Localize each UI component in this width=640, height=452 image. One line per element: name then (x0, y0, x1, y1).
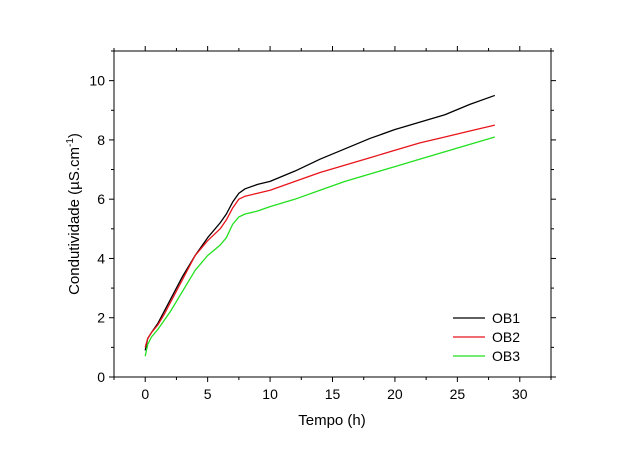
y-tick-label: 0 (97, 369, 105, 385)
y-axis-title-mu: µ (66, 181, 83, 190)
x-tick-label: 5 (204, 386, 212, 402)
legend: OB1 OB2 OB3 (453, 310, 520, 364)
y-axis-title-unit: S.cm (66, 147, 83, 181)
legend-label-ob2: OB2 (492, 329, 520, 345)
x-tick-label: 10 (262, 386, 278, 402)
y-tick-label: 4 (97, 250, 105, 266)
x-axis-title: Tempo (h) (298, 412, 366, 429)
y-axis-title: Condutividade (µS.cm-1) (65, 133, 83, 295)
x-tick-label: 25 (450, 386, 466, 402)
x-tick-label: 15 (325, 386, 341, 402)
y-tick-label: 8 (97, 132, 105, 148)
x-tick-label: 20 (387, 386, 403, 402)
x-tick-label: 30 (512, 386, 528, 402)
series-line-ob3 (144, 136, 495, 357)
y-axis-title-exponent: -1 (65, 138, 76, 147)
axis-ticks: 0 5 10 15 20 25 30 0 2 4 6 8 10 (89, 46, 556, 402)
y-tick-label: 10 (89, 73, 105, 89)
x-tick-label: 0 (141, 386, 149, 402)
y-tick-label: 2 (97, 310, 105, 326)
legend-label-ob3: OB3 (492, 348, 520, 364)
y-tick-label: 6 (97, 191, 105, 207)
series-line-ob2 (144, 124, 495, 348)
y-axis-title-main: Condutividade ( (66, 190, 83, 295)
y-axis-title-close: ) (66, 133, 83, 138)
series-layer (144, 94, 496, 357)
legend-label-ob1: OB1 (492, 310, 520, 326)
series-line-ob1 (144, 94, 496, 351)
plot-frame (113, 50, 552, 378)
